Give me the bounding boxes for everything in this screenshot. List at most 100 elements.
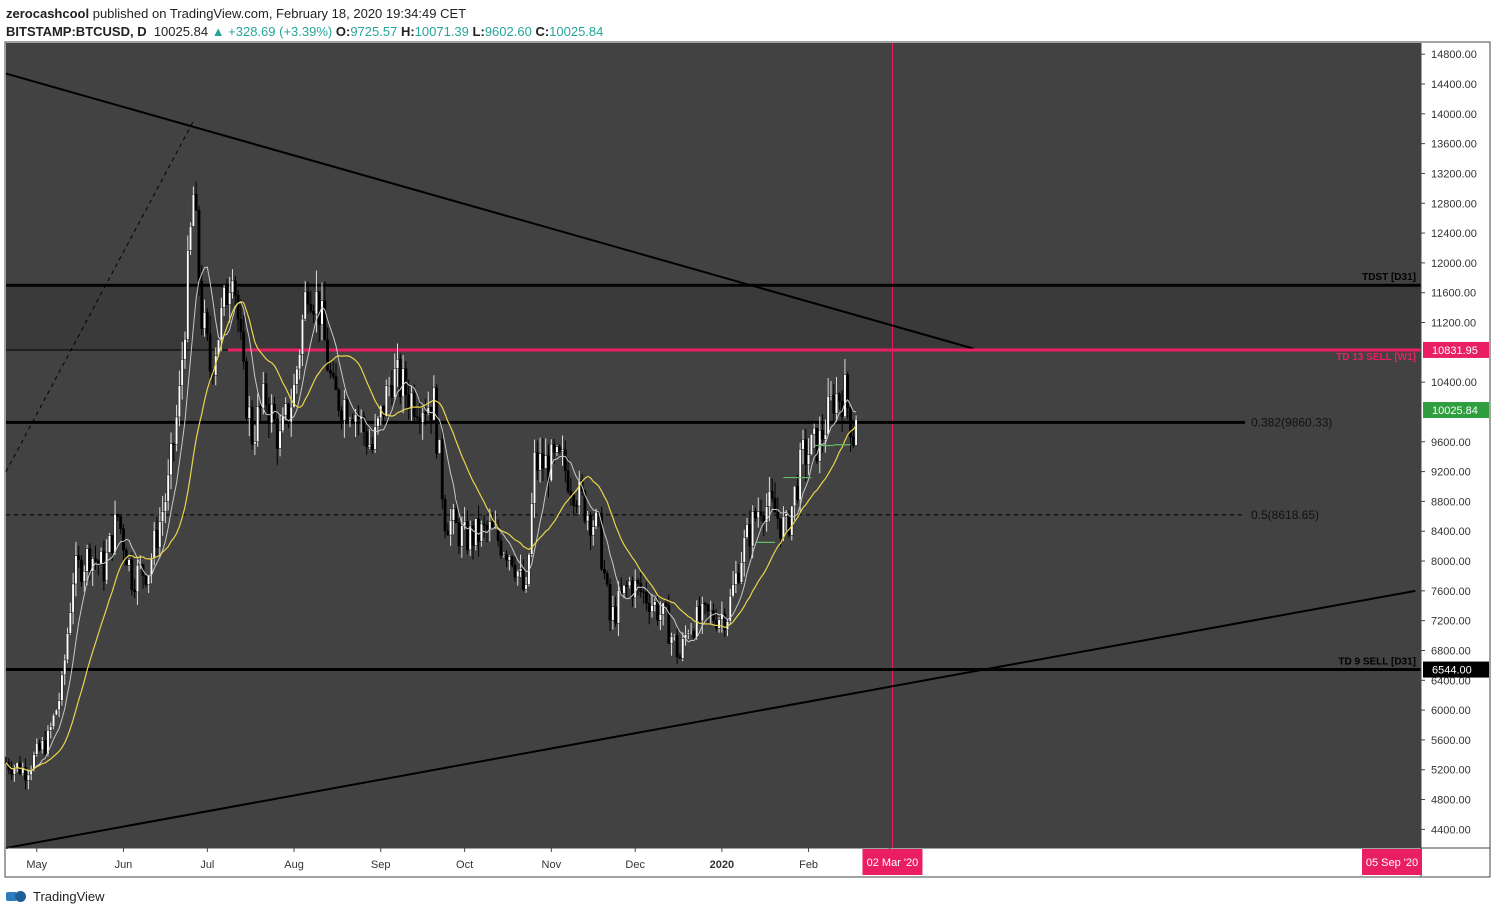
candle-body xyxy=(328,370,332,374)
candle-body xyxy=(191,194,195,227)
candle-body xyxy=(219,307,223,341)
candle-body xyxy=(96,560,100,564)
candle-body xyxy=(147,575,151,585)
candle-body xyxy=(790,505,794,536)
candle-body xyxy=(122,528,125,551)
candle-body xyxy=(633,580,637,599)
candle-body xyxy=(768,490,771,507)
candle-body xyxy=(846,374,850,409)
candle-body xyxy=(524,584,528,590)
candle-body xyxy=(68,612,72,634)
candle-body xyxy=(477,518,480,542)
candle-body xyxy=(535,451,539,471)
candles-group xyxy=(4,181,858,790)
candle-body xyxy=(24,767,27,781)
candle-body xyxy=(642,591,645,593)
candle-body xyxy=(303,291,307,320)
candle-body xyxy=(614,606,618,624)
candle-body xyxy=(558,446,562,452)
candle-body xyxy=(452,508,455,521)
candle-body xyxy=(784,513,788,517)
candle-body xyxy=(625,585,629,587)
level-label: TD 13 SELL [W1] xyxy=(1336,352,1416,363)
candle-body xyxy=(706,604,710,612)
candle-body xyxy=(256,406,260,442)
candle-body xyxy=(10,769,13,775)
candle-body xyxy=(401,368,405,398)
candle-body xyxy=(323,300,327,341)
candle-body xyxy=(144,575,148,585)
candle-body xyxy=(376,417,380,427)
candle-body xyxy=(496,525,500,541)
y-tick-label: 12400.00 xyxy=(1431,228,1477,240)
date-tag xyxy=(1362,849,1422,875)
candle-body xyxy=(57,700,61,711)
y-tick-label: 5200.00 xyxy=(1431,765,1471,777)
candle-body xyxy=(533,451,536,504)
y-tick-label: 7200.00 xyxy=(1431,616,1471,628)
candle-body xyxy=(499,540,503,556)
candle-body xyxy=(759,511,763,516)
candle-body xyxy=(454,508,458,524)
candle-body xyxy=(698,606,701,622)
x-tick-label: Oct xyxy=(456,859,473,871)
tradingview-logo-icon[interactable] xyxy=(6,889,28,903)
candle-body xyxy=(714,620,718,629)
candle-body xyxy=(513,565,517,578)
candle-body xyxy=(373,426,377,450)
candle-body xyxy=(432,387,436,421)
price-tag xyxy=(1423,402,1489,419)
brand-name[interactable]: TradingView xyxy=(33,888,105,904)
x-tick-label: 2020 xyxy=(710,859,734,871)
level-label: TD 9 SELL [D31] xyxy=(1338,657,1416,668)
y-tick-label: 6400.00 xyxy=(1431,675,1471,687)
candle-body xyxy=(407,394,411,410)
candle-body xyxy=(172,443,176,445)
candle-body xyxy=(281,415,285,432)
candle-body xyxy=(354,414,357,423)
candle-body xyxy=(418,417,422,423)
candle-body xyxy=(798,449,802,501)
level-label: TDST [D31] xyxy=(1362,272,1416,283)
candle-body xyxy=(631,580,634,599)
y-tick-label: 9200.00 xyxy=(1431,467,1471,479)
fib-level-label: 0.5(8618.65) xyxy=(1251,508,1319,522)
candle-body xyxy=(530,503,534,555)
candle-body xyxy=(295,368,299,385)
price-tag-label: 6544.00 xyxy=(1432,665,1472,677)
y-tick-label: 6800.00 xyxy=(1431,645,1471,657)
candle-body xyxy=(449,520,453,536)
candle-body xyxy=(446,530,450,536)
candle-body xyxy=(247,406,251,419)
candle-body xyxy=(793,485,796,507)
candle-body xyxy=(754,511,757,519)
candle-body xyxy=(298,353,302,370)
candle-body xyxy=(675,634,679,658)
candle-body xyxy=(46,730,50,755)
candle-body xyxy=(563,449,567,471)
candle-body xyxy=(507,556,511,561)
symbol-name[interactable]: BITSTAMP:BTCUSD, D xyxy=(6,24,147,39)
candle-body xyxy=(88,548,92,572)
candle-body xyxy=(544,455,548,469)
candle-body xyxy=(289,406,293,423)
candle-body xyxy=(491,521,494,528)
candle-body xyxy=(334,376,338,391)
candle-body xyxy=(245,361,248,419)
candle-body xyxy=(717,619,721,629)
candle-body xyxy=(686,632,690,635)
candle-body xyxy=(177,385,181,418)
candle-body xyxy=(194,194,198,211)
y-tick-label: 8000.00 xyxy=(1431,556,1471,568)
candle-body xyxy=(284,403,288,416)
candle-body xyxy=(35,742,39,755)
candle-body xyxy=(163,501,167,512)
trendline-dashed-measure xyxy=(5,121,194,472)
candle-body xyxy=(776,512,780,519)
candle-body xyxy=(331,372,335,377)
candle-body xyxy=(843,374,847,417)
candle-body xyxy=(603,569,606,574)
author-name[interactable]: zerocashcool xyxy=(6,6,90,21)
candle-body xyxy=(345,399,349,422)
